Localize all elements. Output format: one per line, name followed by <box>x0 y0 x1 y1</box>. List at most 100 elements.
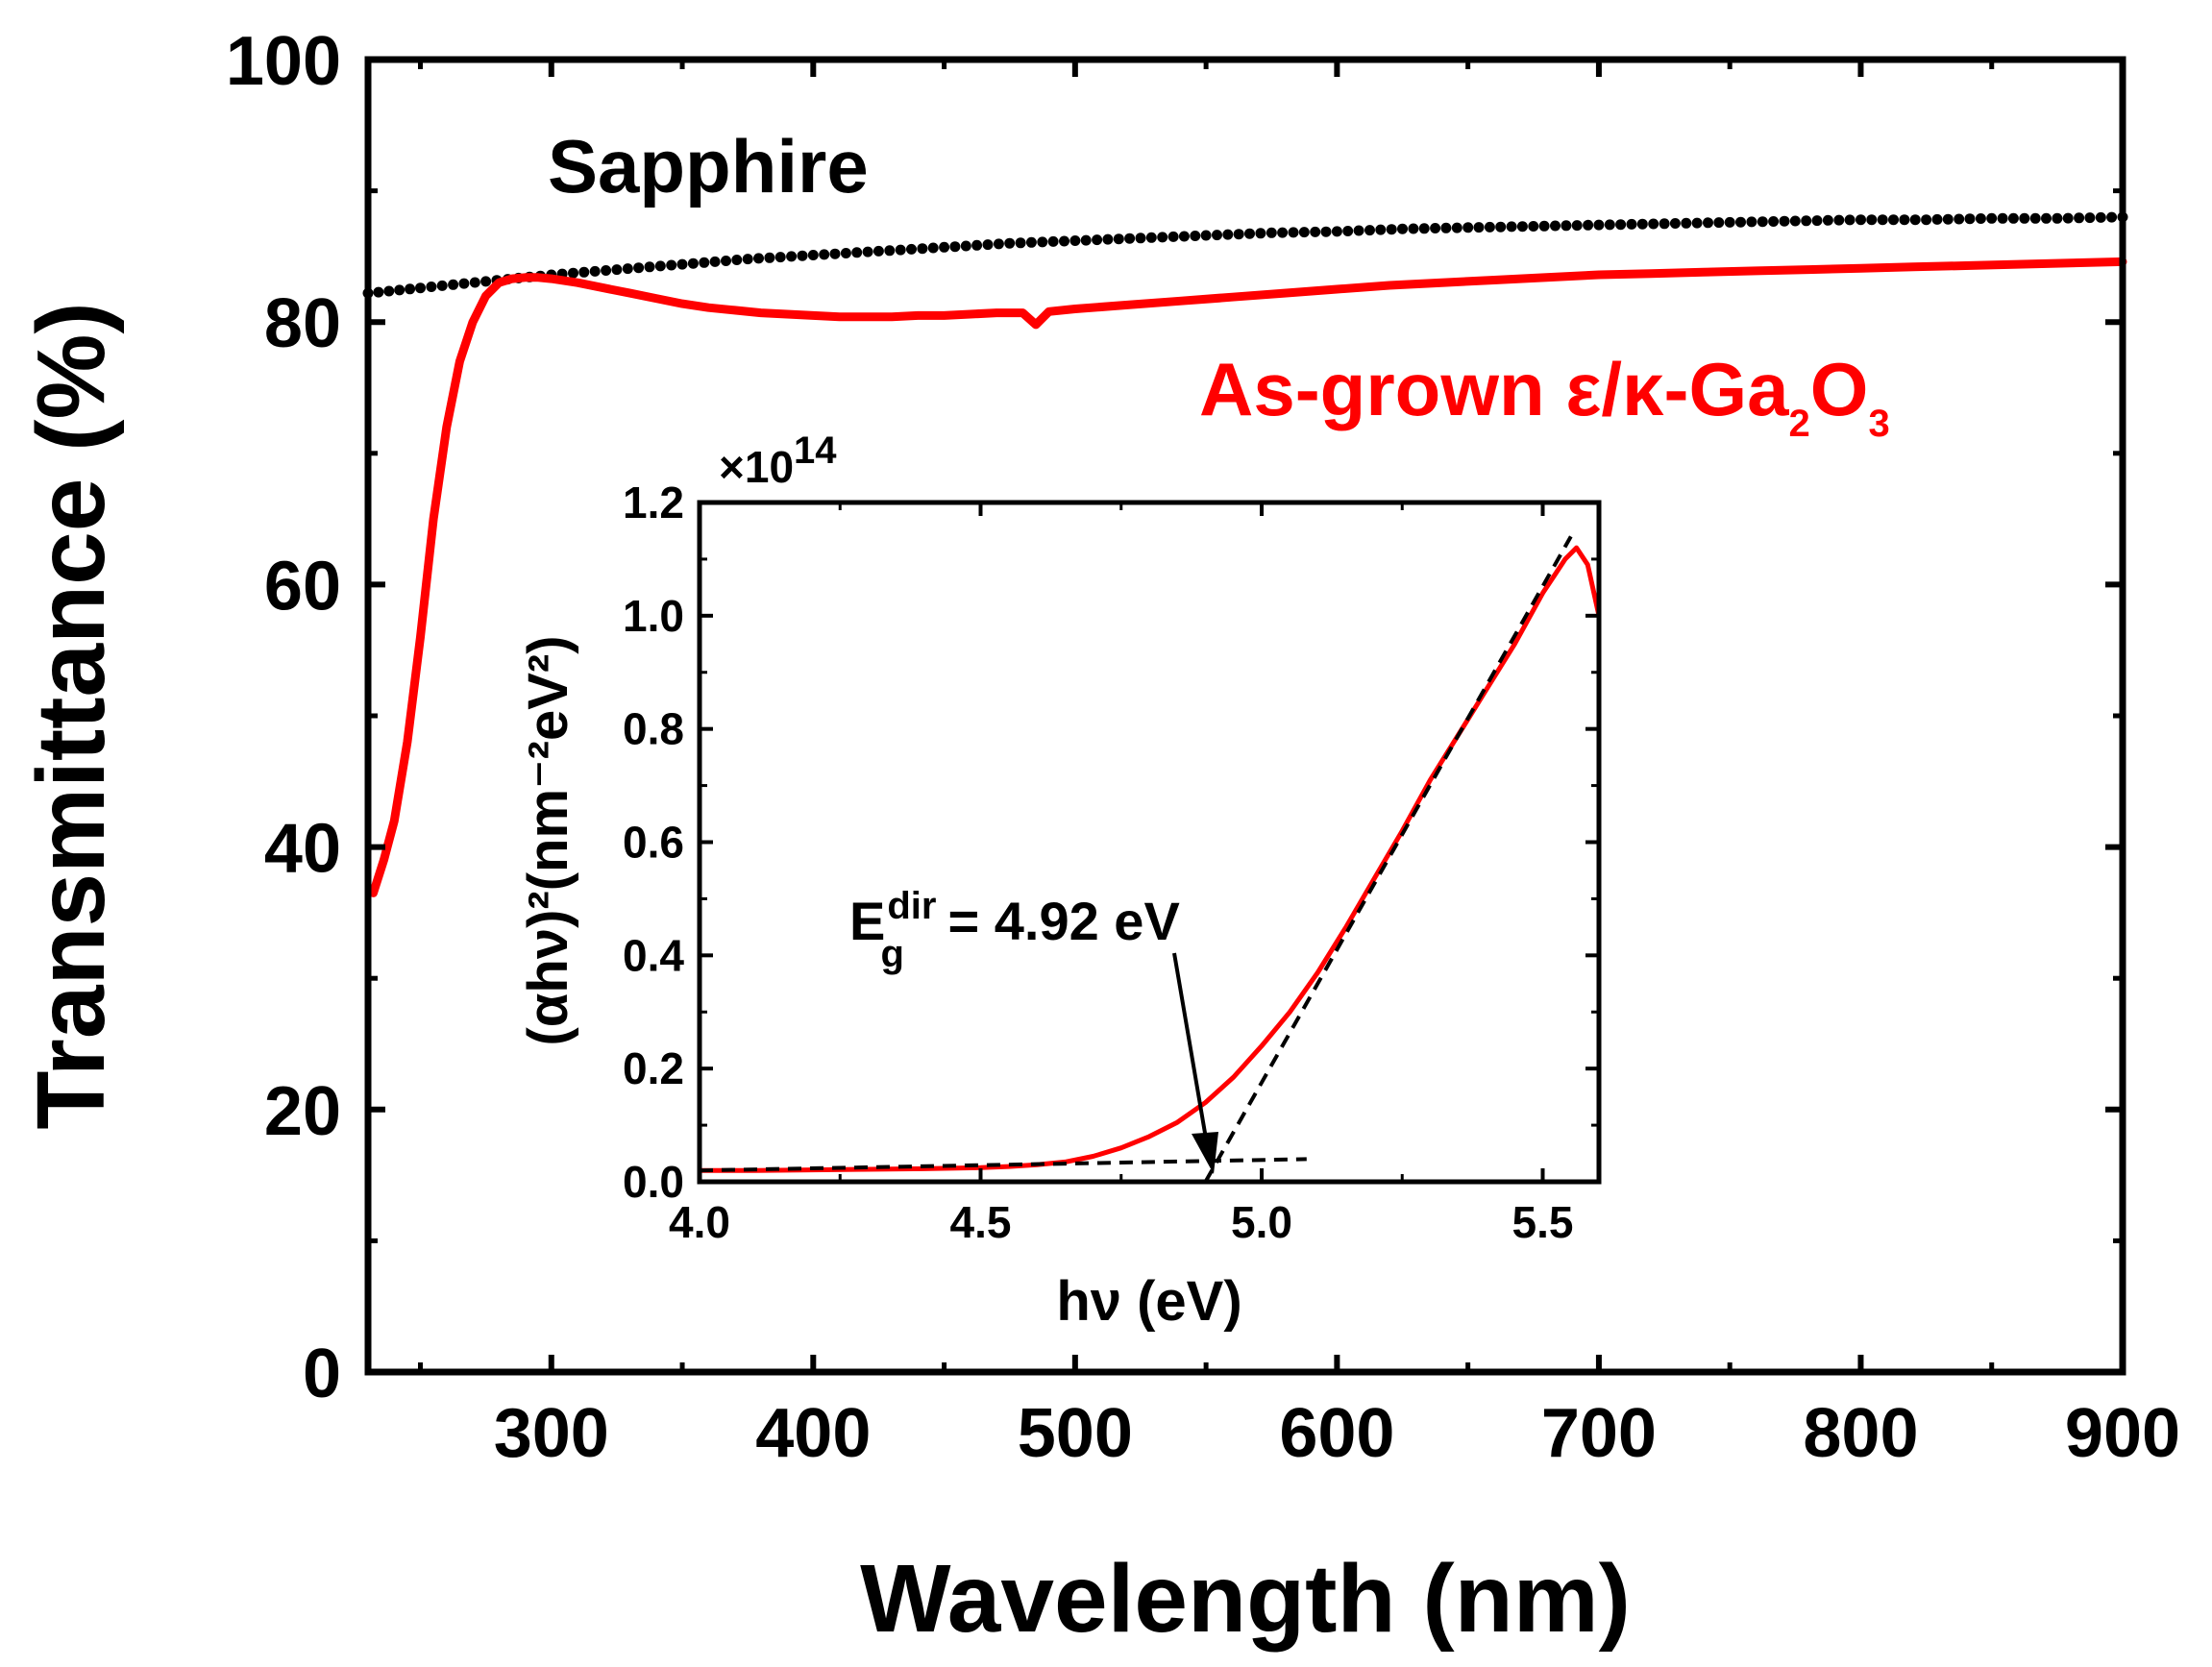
sapphire-point <box>1954 213 1965 225</box>
sapphire-point <box>1833 214 1845 226</box>
sapphire-point <box>1986 212 1998 224</box>
sapphire-point <box>1866 214 1878 226</box>
sapphire-point <box>1167 231 1179 242</box>
sapphire-point <box>1244 228 1255 239</box>
sapphire-point <box>1811 215 1823 227</box>
sapphire-point <box>1681 217 1692 229</box>
sapphire-point <box>742 254 753 265</box>
bandgap-annotation: Edir g = 4.92 eV <box>849 885 1180 975</box>
main-y-tick-label: 60 <box>264 548 341 625</box>
sapphire-point <box>1135 233 1146 244</box>
sapphire-point <box>654 260 666 272</box>
sapphire-point <box>1713 217 1725 229</box>
sapphire-point <box>1757 216 1768 228</box>
sapphire-point <box>1888 214 1899 226</box>
sapphire-point <box>1102 233 1114 245</box>
sapphire-point <box>633 262 645 274</box>
sapphire-point <box>1691 217 1703 229</box>
inset-x-tick-label: 5.5 <box>1512 1197 1574 1247</box>
sapphire-point <box>862 246 873 257</box>
sapphire-point <box>797 250 808 261</box>
ga2o3-label-sub2: 3 <box>1868 403 1889 445</box>
sapphire-point <box>1397 223 1408 234</box>
sapphire-point <box>1430 223 1441 233</box>
sapphire-point <box>819 249 830 260</box>
inset-baseline <box>699 1157 1307 1173</box>
inset-y-multiplier-exp: 14 <box>794 429 837 472</box>
sapphire-point <box>884 245 896 257</box>
sapphire-point <box>1997 212 2008 224</box>
main-x-tick-label: 700 <box>1541 1395 1657 1472</box>
sapphire-point <box>578 266 590 278</box>
sapphire-point <box>373 286 384 298</box>
bandgap-rest: = 4.92 eV <box>933 891 1180 951</box>
sapphire-point <box>1092 234 1103 246</box>
sapphire-point <box>644 261 655 273</box>
sapphire-point <box>1298 227 1310 238</box>
sapphire-point <box>1484 221 1495 233</box>
sapphire-point <box>1615 219 1627 231</box>
sapphire-point <box>1942 213 1954 225</box>
sapphire-point <box>1921 214 1932 226</box>
inset-linear-fit <box>1203 535 1573 1183</box>
sapphire-point <box>1015 237 1026 249</box>
sapphire-point <box>1277 227 1289 238</box>
series-sapphire <box>362 211 2128 299</box>
main-y-tick-label: 80 <box>264 285 341 362</box>
inset-x-axis-title: hν (eV) <box>1056 1270 1241 1333</box>
sapphire-point <box>1768 216 1780 227</box>
sapphire-point <box>895 244 906 256</box>
sapphire-point <box>721 256 731 266</box>
sapphire-point <box>1931 213 1943 225</box>
sapphire-point <box>927 242 939 254</box>
sapphire-point <box>1571 220 1583 232</box>
sapphire-point <box>687 257 699 269</box>
sapphire-point <box>1222 229 1234 240</box>
sapphire-point <box>1255 228 1266 239</box>
ga2o3-label: As-grown ε/κ-Ga2O3 <box>1199 347 1890 445</box>
main-x-tick-label: 600 <box>1279 1395 1394 1472</box>
sapphire-point <box>764 252 775 263</box>
sapphire-point <box>786 251 798 262</box>
ga2o3-label-sub1: 2 <box>1789 403 1810 445</box>
main-x-tick-label: 300 <box>494 1395 609 1472</box>
main-x-tick-label: 400 <box>755 1395 871 1472</box>
sapphire-point <box>1909 214 1921 226</box>
main-y-tick-label: 20 <box>264 1073 341 1150</box>
sapphire-point <box>807 250 819 260</box>
sapphire-point <box>1538 220 1550 232</box>
sapphire-point <box>1037 236 1048 248</box>
sapphire-point <box>1157 232 1168 243</box>
sapphire-point <box>1669 218 1681 229</box>
sapphire-point <box>1440 222 1452 233</box>
sapphire-point <box>1408 223 1419 234</box>
sapphire-point <box>1320 226 1332 237</box>
sapphire-point <box>1178 231 1190 242</box>
sapphire-point <box>1059 235 1069 247</box>
sapphire-point <box>2007 212 2019 224</box>
sapphire-point <box>1113 233 1124 245</box>
sapphire-point <box>840 248 851 258</box>
sapphire-point <box>1746 216 1757 228</box>
sapphire-point <box>1550 220 1561 232</box>
sapphire-point <box>1266 227 1277 238</box>
sapphire-point <box>1080 234 1092 246</box>
inset-y-tick-label: 0.8 <box>623 704 684 754</box>
sapphire-point <box>1528 221 1539 232</box>
sapphire-label: Sapphire <box>548 124 869 208</box>
inset-y-tick-label: 0.6 <box>623 818 684 868</box>
sapphire-point <box>873 245 884 257</box>
sapphire-point <box>699 257 710 268</box>
sapphire-point <box>568 267 578 279</box>
inset-data-line <box>700 545 1602 1173</box>
sapphire-point <box>2019 212 2030 224</box>
sapphire-point <box>1899 214 1910 226</box>
sapphire-point <box>1310 226 1321 237</box>
sapphire-point <box>589 265 601 277</box>
main-x-ticks: 300 400 500 600 700 800 900 <box>418 60 2180 1472</box>
sapphire-point <box>1593 219 1605 231</box>
sapphire-point <box>405 283 416 295</box>
sapphire-point <box>1025 236 1037 248</box>
sapphire-point <box>1561 220 1572 232</box>
